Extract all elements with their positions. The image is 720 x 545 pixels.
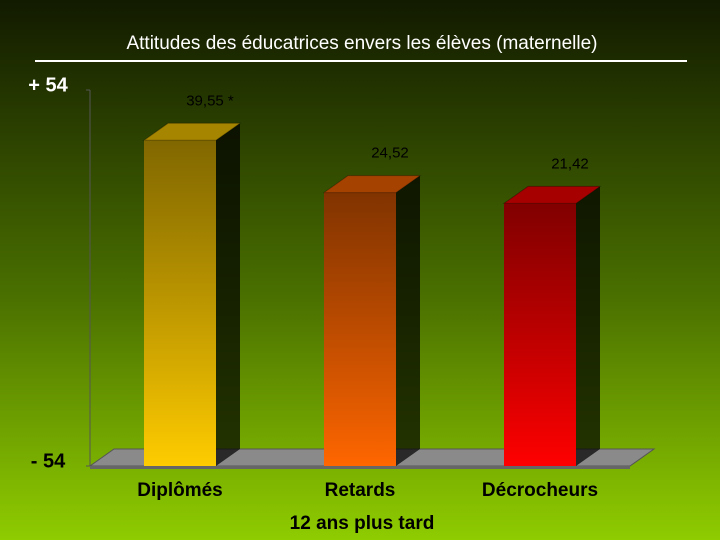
bar-top-shade — [144, 123, 240, 141]
x-tick-label: Retards — [325, 480, 396, 501]
bar-shade — [504, 203, 576, 466]
bar-top — [142, 122, 242, 141]
bar-side — [576, 186, 600, 466]
bar-side — [216, 123, 240, 467]
bar-top — [502, 185, 602, 204]
value-label: 24,52 — [371, 145, 409, 162]
y-tick-label: - 54 — [31, 450, 66, 472]
bar-shade — [144, 140, 216, 466]
chart-title: Attitudes des éducatrices envers les élè… — [126, 33, 597, 54]
bar-group — [322, 175, 422, 466]
value-label: 39,55 * — [186, 92, 234, 109]
x-axis-label: 12 ans plus tard — [290, 513, 435, 534]
bar-group — [142, 122, 242, 467]
y-tick-label: + 54 — [28, 74, 68, 96]
bar-side — [396, 175, 420, 466]
bar-top — [322, 175, 422, 194]
bar-group — [502, 185, 602, 466]
bar-top-shade — [504, 186, 600, 204]
value-label: 21,42 — [551, 155, 589, 172]
bar-top-shade — [324, 175, 420, 193]
bar-shade — [324, 192, 396, 466]
x-tick-label: Diplômés — [137, 480, 223, 501]
floor-edge — [90, 466, 630, 469]
x-tick-label: Décrocheurs — [482, 480, 598, 501]
